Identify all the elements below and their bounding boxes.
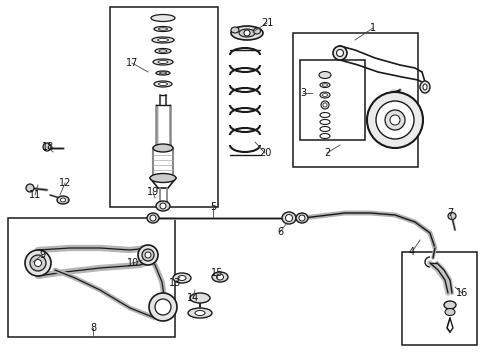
Text: 11: 11 [29,190,41,200]
Ellipse shape [295,213,307,223]
Bar [299,60,364,140]
Text: 8: 8 [90,323,96,333]
Ellipse shape [158,60,168,63]
Ellipse shape [322,94,327,96]
Ellipse shape [244,30,249,36]
Text: 10: 10 [126,258,139,268]
Ellipse shape [444,309,454,315]
Ellipse shape [323,103,326,107]
Ellipse shape [159,72,166,74]
Text: 17: 17 [125,58,138,68]
Ellipse shape [253,28,260,34]
Text: 9: 9 [39,250,45,260]
Text: 20: 20 [258,148,271,158]
Text: 16: 16 [455,288,467,298]
Ellipse shape [43,143,51,151]
Ellipse shape [322,84,327,86]
Circle shape [30,255,46,271]
Ellipse shape [216,274,223,280]
Text: 6: 6 [276,227,283,237]
Ellipse shape [195,310,204,315]
Bar [8,218,175,337]
Ellipse shape [150,174,176,183]
Ellipse shape [155,49,171,54]
Ellipse shape [159,50,167,52]
Ellipse shape [153,144,173,152]
Ellipse shape [320,101,328,109]
Bar [401,252,476,345]
Ellipse shape [152,37,174,43]
Ellipse shape [230,26,263,40]
Ellipse shape [57,196,69,204]
Circle shape [389,115,399,125]
Ellipse shape [282,212,295,224]
Text: 7: 7 [446,208,452,218]
Circle shape [384,110,404,130]
Ellipse shape [422,84,426,90]
Circle shape [35,260,41,266]
Ellipse shape [26,184,34,192]
Text: 18: 18 [42,142,54,152]
Ellipse shape [285,215,292,221]
Circle shape [149,293,177,321]
Bar [292,33,417,167]
Ellipse shape [443,301,455,309]
Ellipse shape [447,212,455,220]
Ellipse shape [147,213,159,223]
Ellipse shape [158,28,167,30]
Ellipse shape [239,29,254,37]
Ellipse shape [154,81,172,87]
Circle shape [336,49,343,57]
Ellipse shape [151,14,175,22]
Ellipse shape [156,71,170,75]
Ellipse shape [173,273,191,283]
Ellipse shape [319,92,329,98]
Text: 1: 1 [369,23,375,33]
Text: 3: 3 [299,88,305,98]
Ellipse shape [419,81,429,93]
Ellipse shape [154,27,172,31]
Text: 12: 12 [59,178,71,188]
Ellipse shape [150,215,156,221]
Ellipse shape [187,308,212,318]
Text: 2: 2 [323,148,329,158]
Circle shape [25,250,51,276]
Ellipse shape [158,82,167,85]
Text: 4: 4 [408,247,414,257]
Circle shape [366,92,422,148]
Ellipse shape [230,27,239,33]
Text: 5: 5 [209,202,216,212]
Circle shape [332,46,346,60]
Circle shape [142,249,154,261]
Ellipse shape [319,82,329,87]
Ellipse shape [212,272,227,282]
Text: 21: 21 [260,18,273,28]
Circle shape [375,101,413,139]
Circle shape [145,252,151,258]
Ellipse shape [156,201,170,211]
Circle shape [155,299,171,315]
Circle shape [138,245,158,265]
Ellipse shape [153,59,173,65]
Ellipse shape [178,275,185,280]
Text: 13: 13 [168,278,181,288]
Ellipse shape [160,203,165,209]
Bar [110,7,218,207]
Ellipse shape [157,39,168,41]
Ellipse shape [298,215,305,221]
Text: 19: 19 [146,187,159,197]
Ellipse shape [318,72,330,78]
Text: 15: 15 [210,268,223,278]
Ellipse shape [61,198,65,202]
Text: 14: 14 [186,293,199,303]
Ellipse shape [190,293,209,303]
